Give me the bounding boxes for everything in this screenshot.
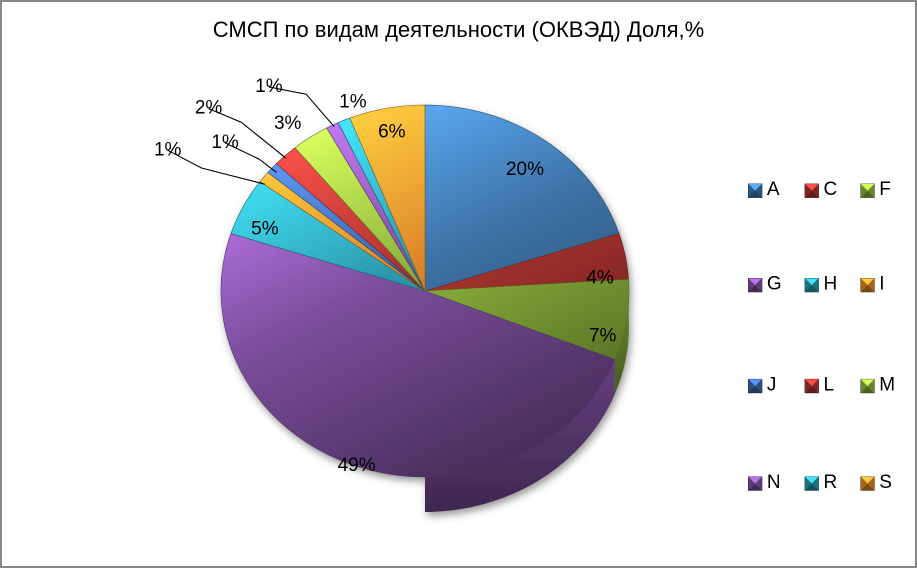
- svg-text:6%: 6%: [378, 121, 406, 142]
- svg-text:1%: 1%: [154, 139, 182, 160]
- svg-text:7%: 7%: [589, 325, 617, 346]
- svg-text:1%: 1%: [255, 76, 283, 97]
- svg-text:G: G: [767, 273, 782, 294]
- svg-text:20%: 20%: [506, 159, 544, 180]
- svg-text:1%: 1%: [211, 132, 239, 153]
- svg-text:I: I: [879, 273, 884, 294]
- svg-text:1%: 1%: [339, 91, 367, 112]
- svg-text:R: R: [824, 472, 838, 493]
- svg-text:4%: 4%: [586, 267, 614, 288]
- svg-text:F: F: [879, 179, 891, 200]
- svg-text:N: N: [767, 472, 781, 493]
- svg-text:3%: 3%: [274, 113, 302, 134]
- svg-text:A: A: [767, 179, 780, 200]
- svg-text:J: J: [767, 374, 777, 395]
- svg-text:СМСП по видам деятельности (ОК: СМСП по видам деятельности (ОКВЭД) Доля,…: [213, 17, 704, 42]
- svg-text:49%: 49%: [338, 455, 376, 476]
- svg-text:5%: 5%: [251, 219, 279, 240]
- svg-text:C: C: [824, 179, 838, 200]
- svg-text:M: M: [879, 374, 895, 395]
- svg-text:2%: 2%: [195, 98, 223, 119]
- svg-text:S: S: [879, 472, 892, 493]
- svg-text:H: H: [824, 273, 838, 294]
- svg-text:L: L: [824, 374, 835, 395]
